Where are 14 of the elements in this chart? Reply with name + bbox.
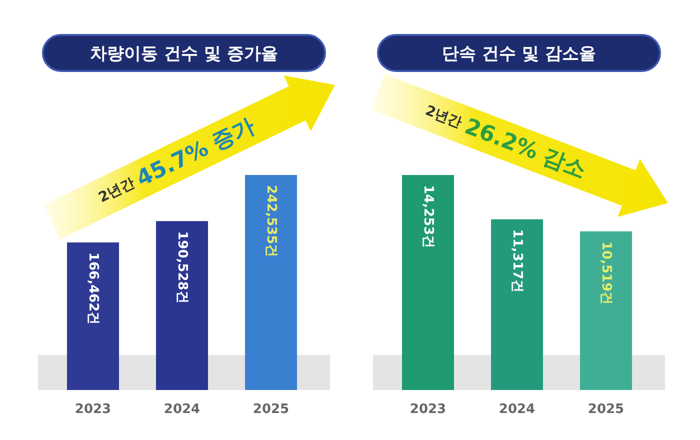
chart-title: 차량이동 건수 및 증가율 — [90, 44, 278, 64]
data-label: 10,519건 — [598, 241, 614, 304]
x-tick-label: 2025 — [588, 402, 624, 417]
x-tick-label: 2023 — [410, 402, 446, 417]
x-tick-label: 2023 — [74, 402, 112, 417]
x-tick-label: 2024 — [164, 402, 200, 417]
x-tick-label: 2024 — [498, 402, 536, 417]
x-tick-label: 2025 — [252, 402, 290, 417]
data-label: 14,253건 — [420, 185, 436, 248]
data-label: 11,317건 — [510, 229, 524, 292]
data-label: 242,535건 — [264, 185, 278, 258]
data-label: 166,462건 — [86, 252, 100, 325]
chart-title: 단속 건수 및 감소율 — [442, 44, 596, 64]
data-label: 190,528건 — [174, 231, 190, 304]
